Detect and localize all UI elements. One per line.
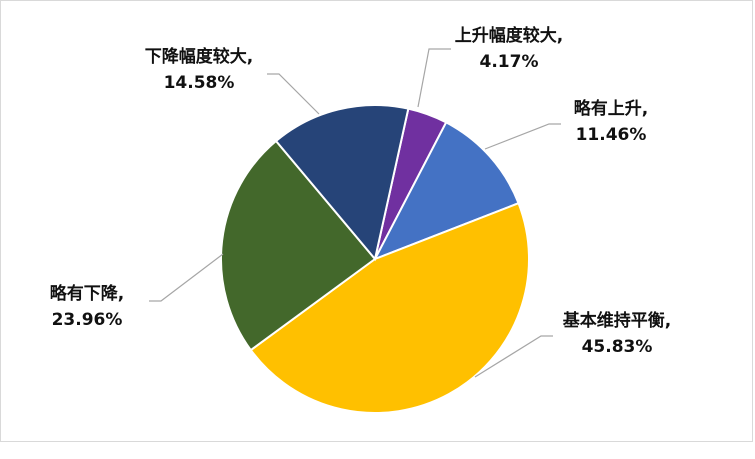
slice-value-label-2: 11.46% (576, 125, 647, 145)
leader-lines (149, 48, 561, 378)
data-labels: 上升幅度较大, 4.17% 略有上升, 11.46% 基本维持平衡, 45.83% 略有下降… (50, 25, 671, 357)
pie-slice-2 (372, 121, 520, 261)
pie-slice-3 (249, 201, 530, 415)
pie-slices (220, 104, 530, 415)
slice-name-label-5: 下降幅度较大, (145, 46, 253, 67)
leader-line-2 (484, 123, 561, 150)
leader-line-3 (474, 335, 553, 378)
leader-line-4 (149, 253, 224, 302)
chart-area: 上升幅度较大, 4.17% 略有上升, 11.46% 基本维持平衡, 45.83% 略有下降… (0, 0, 753, 442)
slice-value-label-5: 14.58% (164, 73, 235, 93)
pie-slice-5 (274, 104, 410, 262)
pie-slice-4 (220, 139, 377, 352)
slice-value-label-3: 45.83% (582, 337, 653, 357)
slice-name-label-4: 略有下降, (50, 283, 124, 304)
slice-name-label-1: 上升幅度较大, (455, 25, 563, 46)
leader-line-5 (267, 73, 320, 115)
slice-value-label-1: 4.17% (480, 52, 539, 72)
slice-name-label-2: 略有上升, (574, 98, 648, 119)
slice-value-label-4: 23.96% (52, 310, 123, 330)
leader-line-1 (417, 48, 451, 108)
slice-name-label-3: 基本维持平衡, (562, 310, 671, 331)
